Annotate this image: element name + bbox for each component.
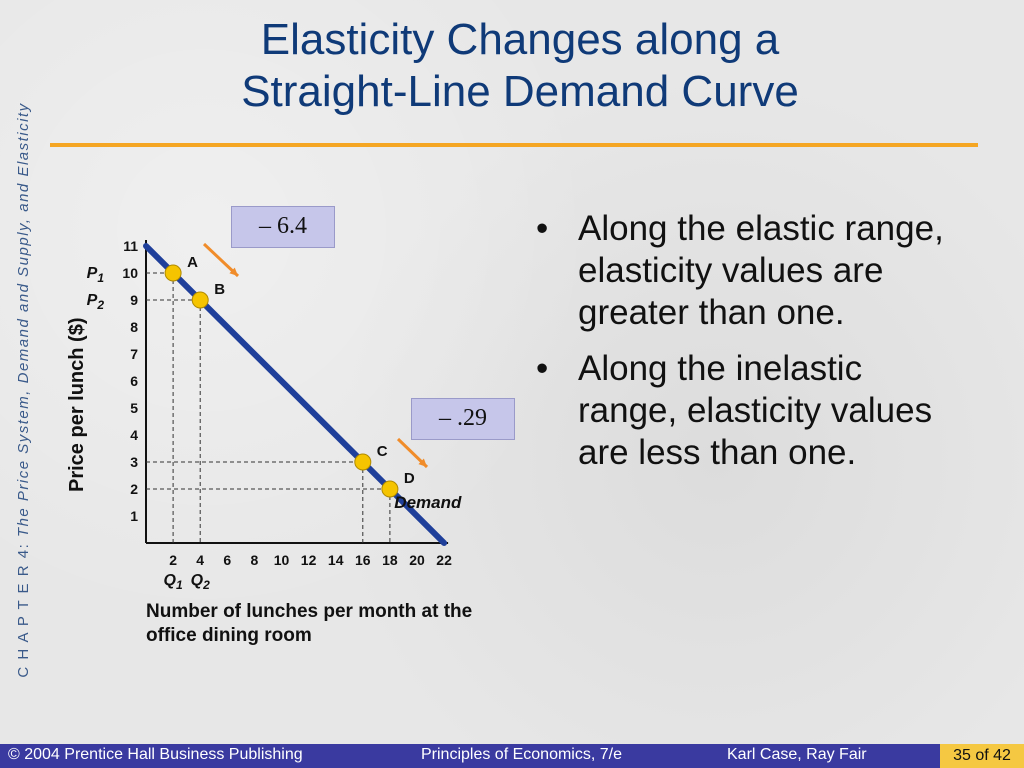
y-axis-label: Price per lunch ($): [66, 317, 88, 493]
y-tick-label: 10: [122, 265, 138, 281]
x-tick-label: 2: [169, 552, 177, 568]
x-tick-label: 12: [301, 552, 317, 568]
footer-authors: Karl Case, Ray Fair: [727, 746, 867, 763]
inelastic-value-box: – .29: [411, 398, 515, 440]
bullet-dot: •: [536, 349, 549, 388]
point-label-a: A: [187, 254, 198, 271]
x-marker-1: Q1: [164, 572, 183, 592]
x-tick-label: 4: [196, 552, 204, 568]
y-tick-label: 9: [130, 292, 138, 308]
y-tick-label: 5: [130, 400, 138, 416]
y-tick-label: 8: [130, 319, 138, 335]
elastic-arrow-head: [229, 267, 238, 276]
bullet-text-inelastic: Along the inelastic range, elasticity va…: [578, 349, 933, 472]
footer-bar: © 2004 Prentice Hall Business Publishing…: [0, 744, 1024, 768]
y-tick-label: 6: [130, 373, 138, 389]
title-line-2: Straight-Line Demand Curve: [241, 67, 799, 116]
bullet-dot: •: [536, 209, 549, 248]
point-b: [191, 291, 209, 309]
page-number: 35 of 42: [940, 744, 1024, 768]
slide-title: Elasticity Changes along a Straight-Line…: [60, 14, 980, 118]
x-tick-label: 10: [274, 552, 290, 568]
x-tick-label: 16: [355, 552, 371, 568]
title-underline: [50, 143, 978, 147]
demand-label: Demand: [394, 493, 462, 512]
point-label-b: B: [214, 281, 225, 298]
point-label-d: D: [404, 470, 415, 487]
y-marker-1: P1: [87, 265, 105, 285]
x-tick-label: 18: [382, 552, 398, 568]
footer-copyright: © 2004 Prentice Hall Business Publishing: [8, 746, 303, 763]
bullet-inelastic: • Along the inelastic range, elasticity …: [528, 348, 968, 474]
y-tick-label: 11: [123, 238, 138, 254]
y-tick-label: 4: [130, 427, 138, 443]
footer-book: Principles of Economics, 7/e: [421, 746, 622, 763]
point-d: [381, 480, 399, 498]
x-tick-label: 20: [409, 552, 425, 568]
x-marker-2: Q2: [191, 572, 210, 592]
bullet-elastic: • Along the elastic range, elasticity va…: [528, 208, 968, 334]
y-tick-label: 2: [130, 481, 138, 497]
y-tick-label: 7: [130, 346, 138, 362]
x-tick-label: 6: [223, 552, 231, 568]
point-a: [164, 264, 182, 282]
y-tick-label: 3: [130, 454, 138, 470]
elastic-value-box: – 6.4: [231, 206, 335, 248]
bullet-text-elastic: Along the elastic range, elasticity valu…: [578, 209, 944, 332]
bullet-list: • Along the elastic range, elasticity va…: [528, 208, 968, 488]
title-line-1: Elasticity Changes along a: [260, 15, 780, 64]
x-tick-label: 22: [436, 552, 452, 568]
point-c: [354, 453, 372, 471]
x-axis-label: Number of lunches per month at the offic…: [146, 601, 473, 646]
x-tick-label: 14: [328, 552, 344, 568]
point-label-c: C: [377, 443, 388, 460]
y-marker-2: P2: [87, 292, 105, 312]
inelastic-arrow-head: [418, 458, 427, 467]
x-tick-label: 8: [251, 552, 259, 568]
y-tick-label: 1: [130, 508, 138, 524]
